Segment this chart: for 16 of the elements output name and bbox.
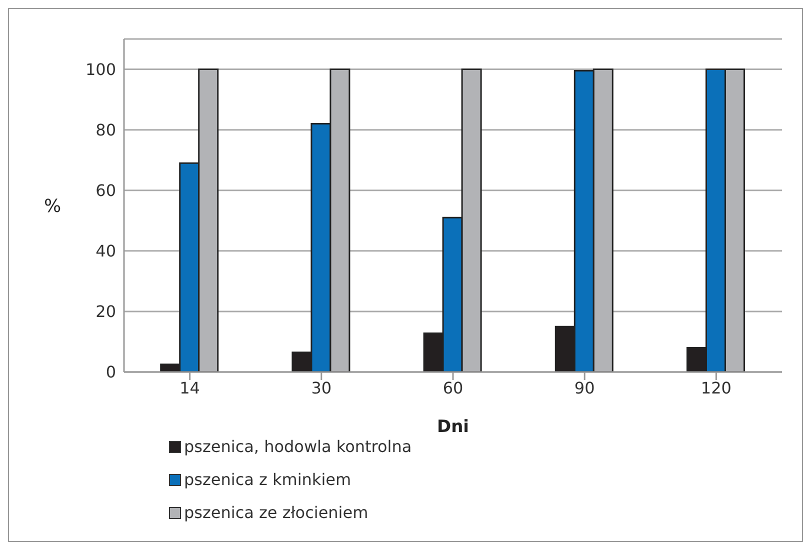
x-axis-title: Dni bbox=[436, 417, 470, 437]
x-tick-label: 120 bbox=[700, 378, 732, 398]
y-tick-label: 20 bbox=[96, 302, 116, 322]
y-tick-label: 80 bbox=[96, 120, 116, 140]
legend-label: pszenica z kminkiem bbox=[184, 470, 352, 489]
y-tick-label: 100 bbox=[85, 60, 116, 79]
x-tick-label: 90 bbox=[574, 378, 595, 398]
x-tick-label: 14 bbox=[180, 378, 200, 398]
legend-label: pszenica, hodowla kontrolna bbox=[184, 437, 412, 456]
y-tick-label: 40 bbox=[96, 242, 116, 261]
y-tick-label: 60 bbox=[96, 181, 116, 200]
y-axis-title: % bbox=[44, 196, 62, 217]
x-tick-label: 30 bbox=[311, 378, 332, 398]
legend-label: pszenica ze złocieniem bbox=[184, 503, 368, 522]
x-tick-label: 60 bbox=[442, 378, 464, 398]
y-tick-label: 0 bbox=[106, 362, 116, 382]
